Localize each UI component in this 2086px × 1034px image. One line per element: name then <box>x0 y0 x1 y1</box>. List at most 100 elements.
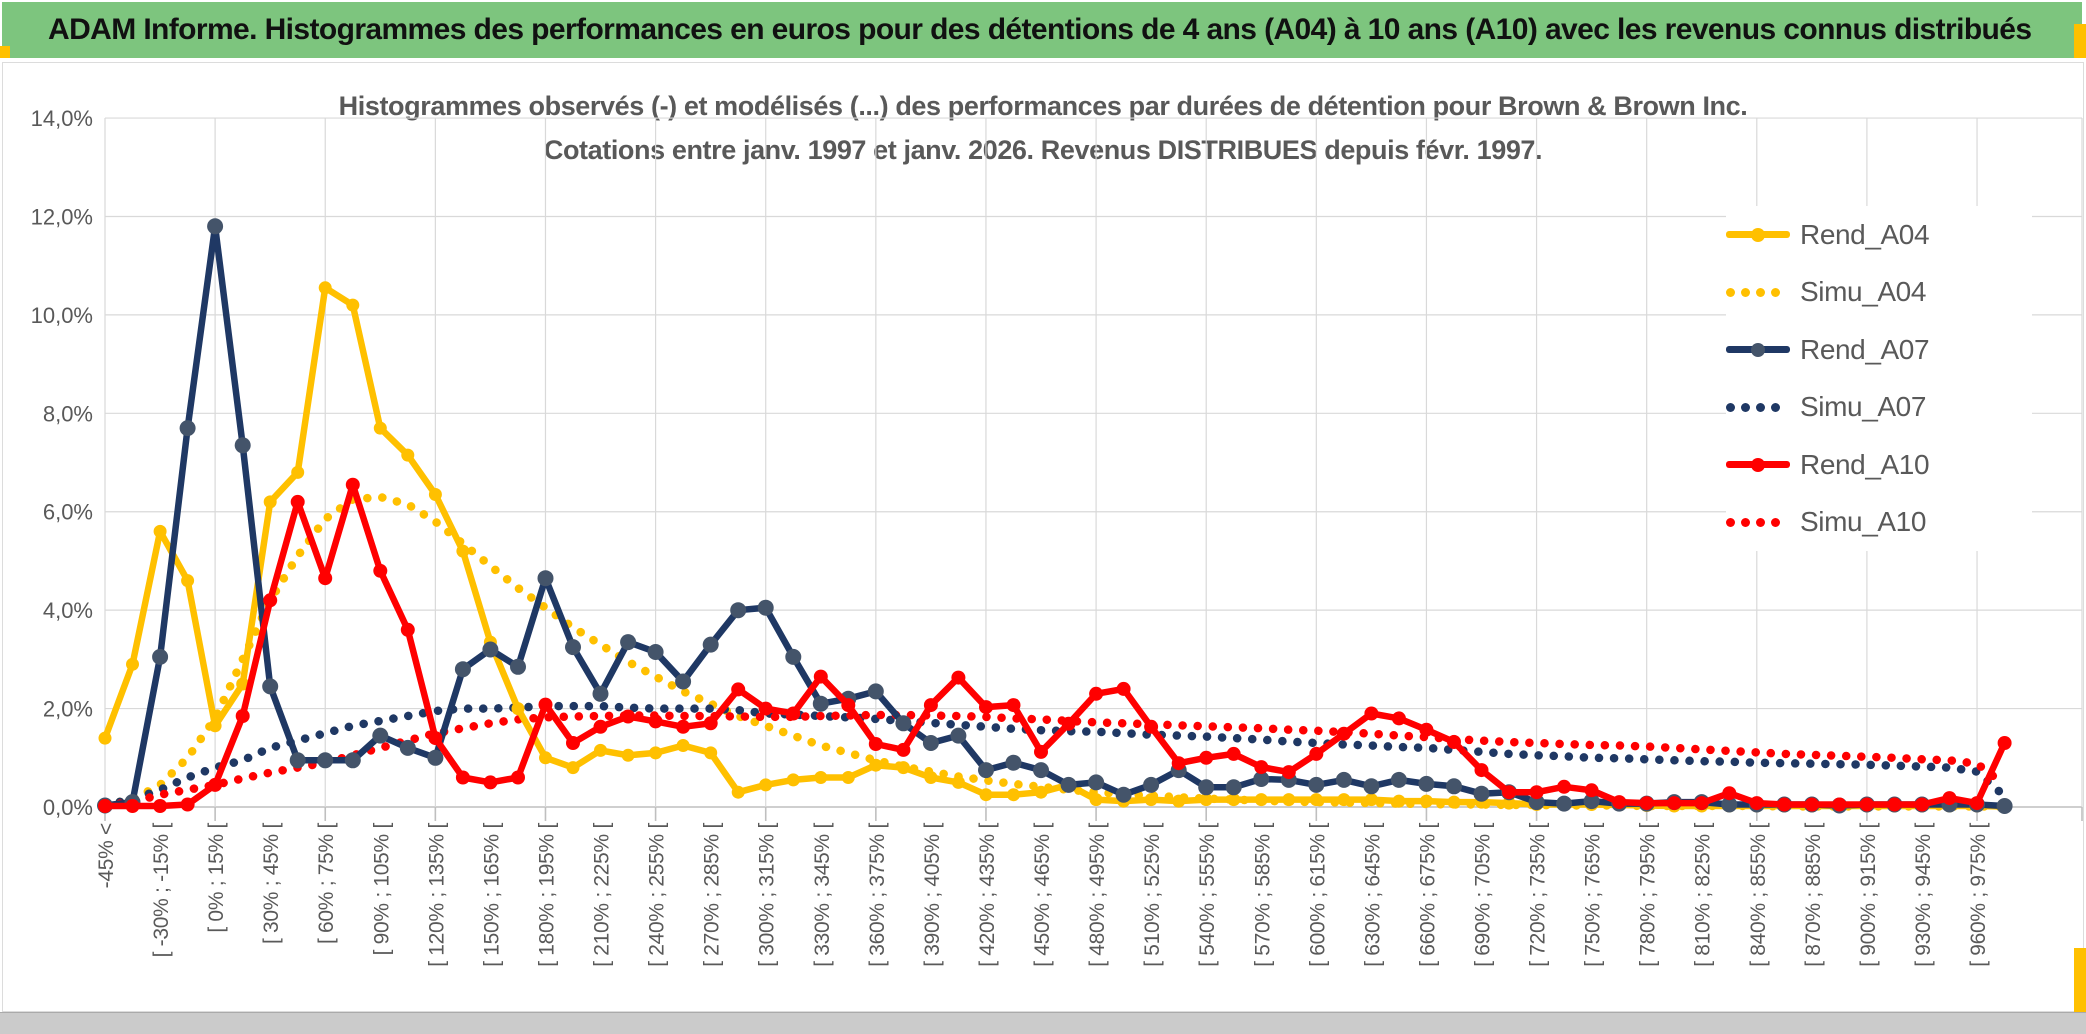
data-point-marker <box>1612 795 1627 810</box>
data-point-marker <box>181 574 195 588</box>
data-point-marker <box>978 762 994 779</box>
data-point-marker <box>1557 779 1572 794</box>
data-point-marker <box>400 622 415 637</box>
data-point-marker <box>428 731 443 746</box>
data-point-marker <box>427 749 444 766</box>
legend-item-Rend_A04[interactable]: Rend_A04 <box>1726 206 2032 264</box>
data-point-marker <box>1804 797 1819 812</box>
data-point-marker <box>1144 793 1158 807</box>
data-point-marker <box>1997 736 2012 750</box>
data-point-marker <box>1364 793 1378 807</box>
data-point-marker <box>1418 775 1435 792</box>
data-point-marker <box>813 669 828 684</box>
legend-item-Simu_A10[interactable]: Simu_A10 <box>1726 494 2032 552</box>
legend-item-Simu_A04[interactable]: Simu_A04 <box>1726 264 2032 322</box>
data-point-marker <box>401 448 415 462</box>
data-point-marker <box>1446 778 1462 795</box>
x-axis-label: [ 960% ; 975% [ <box>1967 823 1990 967</box>
data-point-marker <box>649 746 663 760</box>
data-point-marker <box>703 716 718 731</box>
swatch-dot <box>1756 517 1765 527</box>
x-axis-label: [ 750% ; 765% [ <box>1582 823 1605 967</box>
data-point-marker <box>399 739 416 756</box>
x-axis-label: [ 510% ; 525% [ <box>1141 823 1164 967</box>
data-point-marker <box>125 799 140 813</box>
data-point-marker <box>344 752 361 769</box>
x-axis-label: [ 180% ; 195% [ <box>535 823 558 967</box>
data-point-marker <box>896 761 910 775</box>
x-axis-label: [ 540% ; 555% [ <box>1196 823 1219 967</box>
data-point-marker <box>1336 726 1351 741</box>
legend-label: Simu_A04 <box>1800 276 1926 308</box>
data-point-marker <box>950 727 967 744</box>
data-point-marker <box>1254 793 1268 807</box>
bottom-window-edge <box>0 1012 2086 1034</box>
data-point-marker <box>372 727 389 744</box>
x-axis-label: [ 480% ; 495% [ <box>1086 823 1109 967</box>
data-point-marker <box>318 571 333 586</box>
data-point-marker <box>1583 793 1600 810</box>
data-point-marker <box>867 683 884 700</box>
legend-item-Simu_A07[interactable]: Simu_A07 <box>1726 379 2032 437</box>
series-line-dotted <box>100 701 2009 809</box>
x-axis-label: [ 0% ; 15% [ <box>205 823 228 933</box>
data-point-marker <box>1281 765 1296 780</box>
data-point-marker <box>1639 796 1654 811</box>
data-point-marker <box>566 761 580 775</box>
data-point-marker <box>373 421 387 435</box>
x-axis-label: [ 270% ; 285% [ <box>701 823 724 967</box>
data-point-marker <box>1447 735 1461 749</box>
data-point-marker <box>621 709 636 724</box>
legend[interactable]: Rend_A04 Simu_A04 Rend_A07 Simu_A07 Rend_A10… <box>1726 206 2032 551</box>
legend-item-Rend_A10[interactable]: Rend_A10 <box>1726 436 2032 494</box>
legend-label: Rend_A10 <box>1800 448 1930 480</box>
x-axis-label: [ 720% ; 735% [ <box>1527 823 1550 967</box>
swatch-bar <box>1726 342 1790 357</box>
x-axis-label: [ 840% ; 855% [ <box>1747 823 1770 967</box>
data-point-marker <box>594 743 607 757</box>
x-axis-label: [ 120% ; 135% [ <box>425 823 448 967</box>
chart-title-block: Histogrammes observés (-) et modélisés (… <box>0 84 2086 172</box>
data-point-marker <box>208 719 222 733</box>
x-axis-label: [ 690% ; 705% [ <box>1472 823 1495 967</box>
x-axis-label: [ 390% ; 405% [ <box>921 823 944 967</box>
swatch-dot <box>1756 287 1765 297</box>
y-axis-label: 12,0% <box>31 204 93 229</box>
series-Rend_A10[interactable] <box>98 477 2012 813</box>
y-axis-label: 8,0% <box>43 401 93 426</box>
y-axis-label: 4,0% <box>43 598 93 623</box>
data-point-marker <box>676 739 690 752</box>
data-point-marker <box>786 773 800 787</box>
data-point-marker <box>1309 746 1324 761</box>
data-point-marker <box>1060 776 1077 793</box>
x-axis-label: [ 360% ; 375% [ <box>866 823 889 967</box>
data-point-marker <box>868 737 883 751</box>
data-point-marker <box>1226 746 1241 761</box>
x-axis-label: [ 570% ; 585% [ <box>1251 823 1274 967</box>
data-point-marker <box>179 420 196 437</box>
data-point-marker <box>1391 711 1406 726</box>
data-point-marker <box>1061 716 1076 731</box>
data-point-marker <box>1253 771 1270 787</box>
chart-title: Histogrammes observés (-) et modélisés (… <box>338 91 1748 121</box>
data-point-marker <box>1473 785 1490 802</box>
data-point-marker <box>482 641 499 658</box>
data-point-marker <box>511 770 525 785</box>
data-point-marker <box>538 697 553 712</box>
series-Simu_A04[interactable] <box>100 492 2009 811</box>
data-point-marker <box>1915 797 1929 812</box>
swatch-marker <box>1751 227 1765 242</box>
data-point-marker <box>1447 795 1461 809</box>
data-point-marker <box>1006 698 1021 713</box>
window-title: ADAM Informe. Histogrammes des performan… <box>48 13 2032 46</box>
series-Simu_A07[interactable] <box>100 701 2009 809</box>
data-point-marker <box>1363 778 1380 795</box>
legend-item-Rend_A07[interactable]: Rend_A07 <box>1726 321 2032 379</box>
data-point-marker <box>979 788 993 802</box>
x-axis-label: [ 450% ; 465% [ <box>1031 823 1054 967</box>
data-point-marker <box>1502 785 1516 800</box>
window-title-bar: ADAM Informe. Histogrammes des performan… <box>2 2 2082 58</box>
swatch-dot <box>1756 402 1765 412</box>
series-line-dotted <box>100 492 2009 811</box>
data-point-marker <box>263 593 278 608</box>
